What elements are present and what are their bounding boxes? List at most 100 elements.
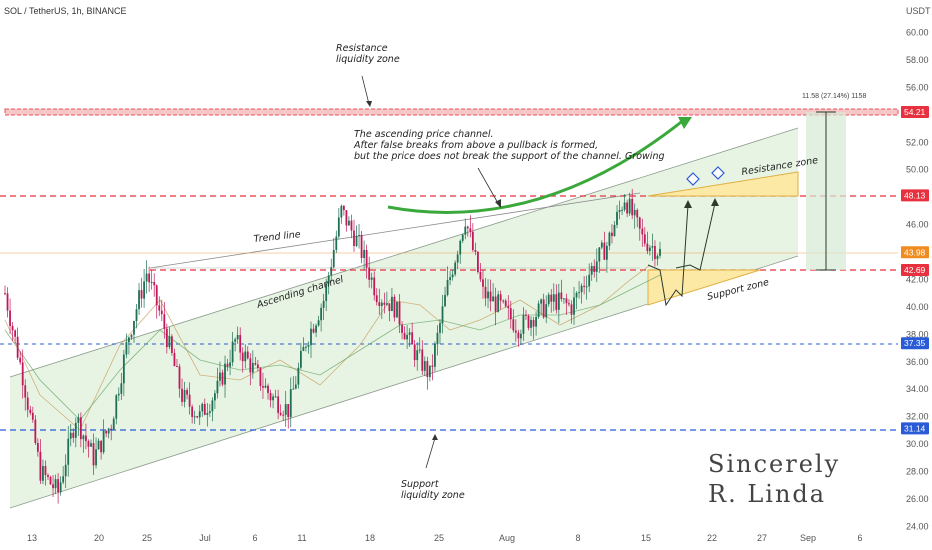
time-axis[interactable]: 13 20 25 Jul 6 11 18 25 Aug 8 15 22 27 Sep 6 <box>27 533 863 543</box>
candle-body <box>520 333 522 339</box>
candle-body <box>249 358 252 373</box>
support-liquidity-label-2: liquidity zone <box>401 490 465 501</box>
currency-label: USDT <box>906 6 931 16</box>
candle-body <box>542 299 545 318</box>
candle-body <box>418 349 421 351</box>
candle-body <box>305 346 307 348</box>
time-tick-label: 20 <box>94 533 104 543</box>
candle-body <box>570 304 573 315</box>
candle-body <box>112 418 115 430</box>
candlestick-series <box>4 188 661 504</box>
candle-body <box>403 332 406 340</box>
candle-body <box>34 419 37 444</box>
candle-body <box>59 482 62 493</box>
growth-arrow <box>387 117 686 214</box>
candle-body <box>140 290 143 299</box>
candle-body <box>530 319 532 328</box>
candle-body <box>547 294 550 305</box>
candle-body <box>49 476 52 485</box>
candle-body <box>158 305 161 311</box>
candle-body <box>312 328 315 333</box>
candle-body <box>545 304 548 318</box>
candle-body <box>198 411 201 418</box>
resistance-zone <box>647 171 799 197</box>
candle-body <box>211 400 214 412</box>
channel-text-line-1: The ascending price channel. <box>354 129 494 140</box>
candle-body <box>125 342 128 355</box>
candle-body <box>646 243 649 252</box>
time-tick-label: 13 <box>27 533 37 543</box>
candle-body <box>120 383 123 394</box>
candle-body <box>186 390 188 395</box>
resistance-liquidity-pointer <box>361 75 370 105</box>
candle-body <box>155 285 158 306</box>
price-tick-label: 26.00 <box>906 494 929 504</box>
price-tick-label: 46.00 <box>906 220 929 230</box>
candle-body <box>193 416 196 418</box>
resistance-liquidity-label: Resistance <box>336 43 388 54</box>
price-tick-label: 52.00 <box>906 137 929 147</box>
candle-body <box>259 367 262 386</box>
resistance-liquidity-pointer-head <box>366 101 372 107</box>
price-tick-label: 34.00 <box>906 384 929 394</box>
candle-body <box>446 280 449 295</box>
candle-body <box>100 440 103 453</box>
candle-body <box>616 211 618 225</box>
candle-body <box>122 354 125 384</box>
support-zone <box>647 269 761 306</box>
time-tick-label: 27 <box>757 533 767 543</box>
candle-body <box>648 247 651 252</box>
candle-body <box>57 479 60 493</box>
candle-body <box>522 314 525 334</box>
candle-body <box>540 299 543 304</box>
candle-body <box>62 476 65 483</box>
candle-body <box>54 479 57 489</box>
candle-body <box>631 198 634 216</box>
candle-body <box>44 465 47 476</box>
candle-body <box>595 261 598 272</box>
candle-body <box>474 250 477 252</box>
candle-body <box>552 294 555 302</box>
candle-body <box>469 228 472 232</box>
candle-body <box>593 266 596 272</box>
candle-body <box>19 357 22 363</box>
channel-text-pointer-head <box>495 199 501 208</box>
candle-body <box>178 366 181 389</box>
candle-body <box>135 309 138 321</box>
candle-body <box>153 281 156 286</box>
candle-body <box>611 232 613 237</box>
time-tick-label: 8 <box>575 533 580 543</box>
candle-body <box>459 240 462 255</box>
candle-body <box>214 393 216 401</box>
candle-body <box>332 249 335 268</box>
price-badge <box>901 246 929 259</box>
price-badge-label: 48.13 <box>904 190 926 200</box>
candle-body <box>231 341 234 363</box>
price-tick-label: 36.00 <box>906 357 929 367</box>
projection-path <box>647 204 689 307</box>
candle-body <box>383 302 386 305</box>
candle-body <box>216 380 219 394</box>
candle-body <box>97 440 100 450</box>
candle-body <box>502 300 505 302</box>
candle-body <box>239 334 242 353</box>
candle-body <box>568 303 570 305</box>
candle-body <box>320 307 323 321</box>
price-badges: 54.21 48.13 43.98 42.69 37.35 31.14 <box>901 106 929 435</box>
candle-body <box>47 475 49 477</box>
candle-body <box>461 234 464 241</box>
candle-body <box>396 301 398 318</box>
time-tick-label: 22 <box>707 533 717 543</box>
price-badge-label: 31.14 <box>904 423 926 433</box>
candle-body <box>456 254 459 263</box>
candle-body <box>221 372 224 385</box>
candle-body <box>626 202 629 214</box>
candle-body <box>641 228 644 235</box>
trend-line-label: Trend line <box>253 229 301 245</box>
candle-body <box>274 396 277 398</box>
candle-body <box>621 209 623 211</box>
candle-body <box>90 443 92 447</box>
candle-body <box>416 350 419 361</box>
candle-body <box>517 332 520 339</box>
